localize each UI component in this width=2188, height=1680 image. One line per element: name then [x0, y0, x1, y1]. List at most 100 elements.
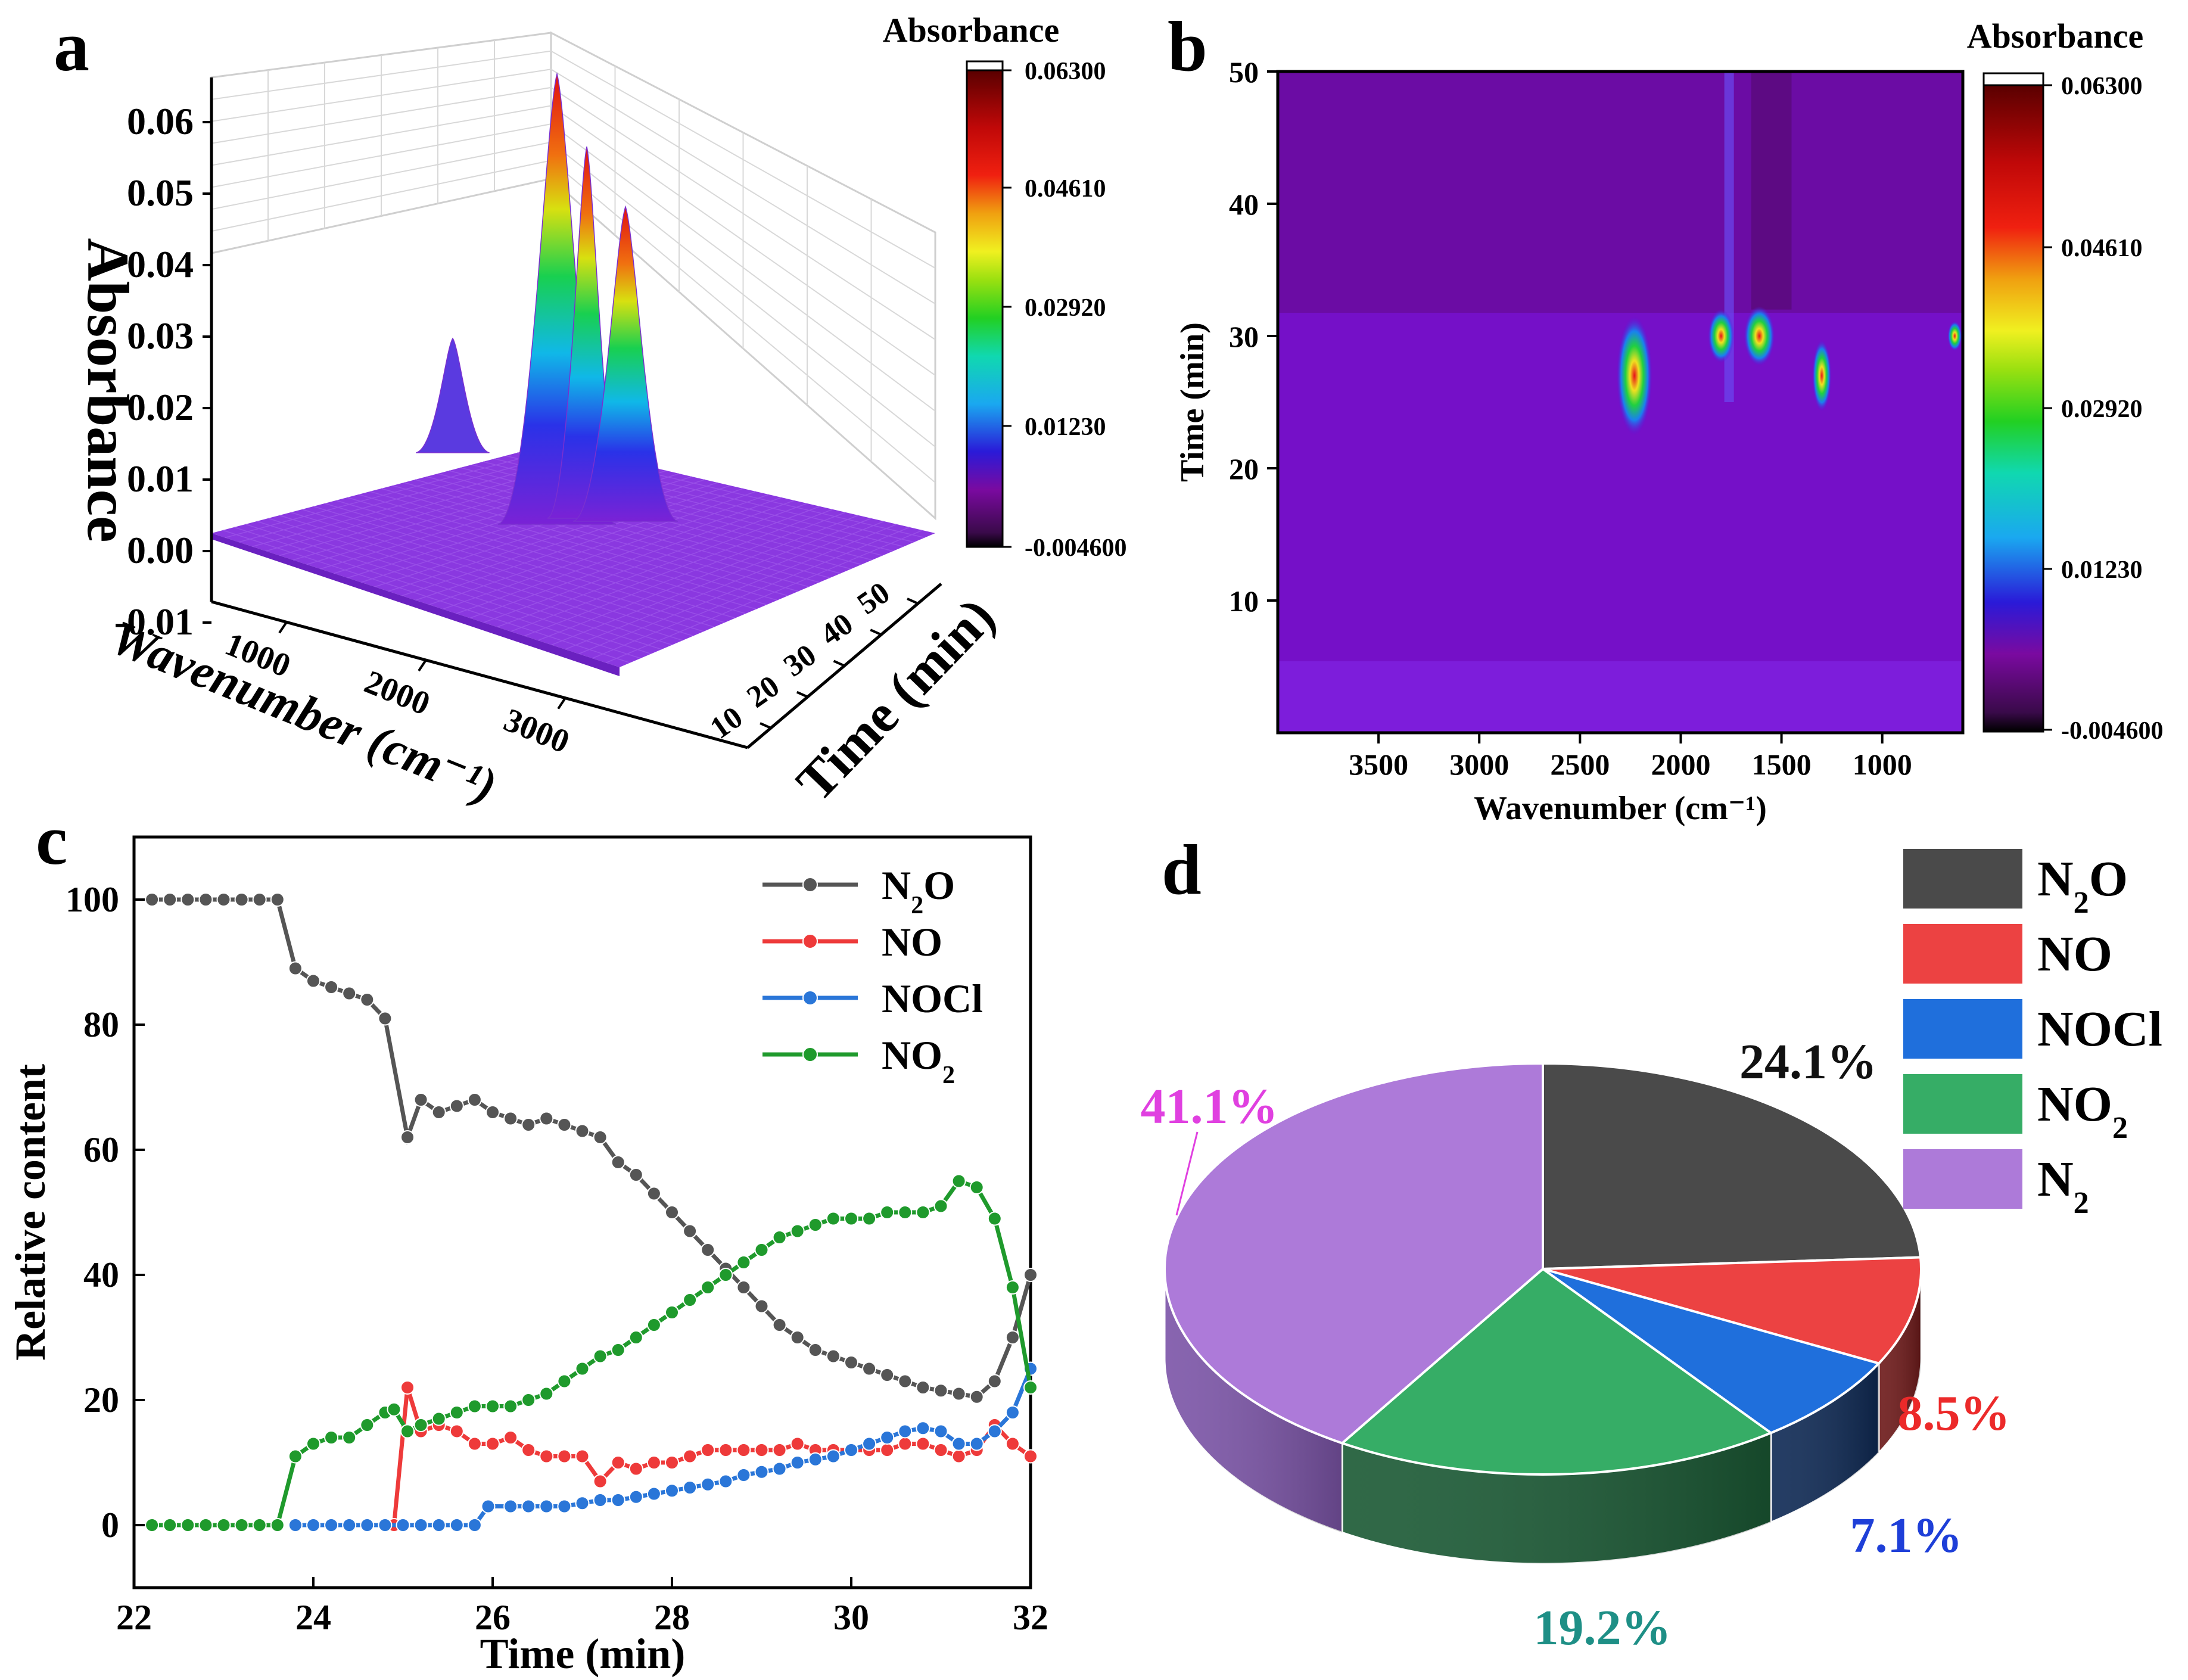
data-point [485, 1436, 500, 1451]
data-point [449, 1405, 464, 1420]
line-y-tick-label: 20 [83, 1380, 119, 1420]
data-point [521, 1393, 536, 1407]
pie-side-shade [1342, 1433, 1771, 1564]
panel-label-c: c [36, 800, 67, 879]
pie-legend-label: N2 [2037, 1152, 2089, 1220]
heatmap-x-tick-label: 3500 [1349, 748, 1408, 781]
data-point [1023, 1268, 1038, 1282]
pie-legend-entry: N2 [1903, 1149, 2089, 1220]
data-point [665, 1455, 679, 1470]
line-x-tick-label: 28 [654, 1598, 690, 1637]
heatmap-x-label: Wavenumber (cm⁻¹) [1474, 790, 1767, 827]
data-point [880, 1205, 895, 1219]
grid-line [550, 105, 936, 376]
z-tick-label: 0.03 [127, 315, 194, 357]
heatmap-low-band [1278, 661, 1963, 733]
grid-line [211, 123, 552, 188]
data-point [593, 1349, 608, 1364]
panel-a-surface-plot: a 0.060.050.040.030.020.010.00-0.01 1000… [54, 7, 1127, 814]
legend-swatch-dot [802, 990, 818, 1006]
z-axis-ticks: 0.06 0.05 0.04 0.03 0.02 0.01 0.00 -0.01 [114, 100, 211, 643]
heatmap-y-tick-label: 10 [1229, 584, 1259, 618]
data-point [431, 1411, 446, 1426]
data-point [360, 1518, 375, 1532]
data-point [772, 1461, 787, 1476]
data-point [342, 1430, 357, 1445]
data-point [539, 1449, 554, 1464]
grid-line [550, 69, 936, 304]
back-wall-grid [211, 40, 936, 483]
data-point [880, 1443, 895, 1457]
data-point [431, 1105, 446, 1119]
line-series [145, 892, 1038, 1532]
heatmap-y-tick-label: 40 [1229, 188, 1259, 221]
heatmap-hotspot [1744, 306, 1775, 366]
data-point [826, 1211, 841, 1226]
mesh-line [565, 521, 885, 650]
data-point [718, 1268, 733, 1282]
data-point [916, 1436, 930, 1451]
heatmap-upper-band [1278, 71, 1963, 313]
data-point [665, 1483, 679, 1498]
data-point [180, 892, 195, 907]
data-point [521, 1443, 536, 1457]
data-point [413, 1518, 428, 1532]
data-point [539, 1386, 554, 1401]
pie-slice-N2O [1542, 1062, 1922, 1271]
colorbar-tick-label: -0.004600 [2061, 717, 2164, 745]
data-point [400, 1380, 415, 1395]
pie-legend-swatch [1903, 1149, 2022, 1209]
data-point [987, 1374, 1002, 1389]
legend-swatch-dot [802, 877, 818, 892]
data-point [646, 1486, 661, 1501]
data-point [378, 1518, 393, 1532]
pie-legend-entry: NO2 [1903, 1074, 2128, 1145]
colorbar-a-title: Absorbance [883, 11, 1059, 49]
line-y-tick-label: 100 [66, 880, 119, 919]
surface-floor-shade [211, 533, 620, 676]
data-point [503, 1499, 518, 1514]
data-point [772, 1318, 787, 1332]
pie-legend-entry: NOCl [1903, 999, 2162, 1059]
data-point [234, 892, 249, 907]
data-point [790, 1330, 805, 1345]
pie-legend-swatch [1903, 924, 2022, 984]
line-x-tick-label: 22 [116, 1598, 152, 1637]
heatmap-y-tick-label: 30 [1229, 320, 1259, 353]
data-point [628, 1489, 643, 1504]
data-point [736, 1468, 751, 1482]
data-point [467, 1093, 482, 1107]
data-point [933, 1424, 948, 1439]
pie-label-NO: 8.5% [1898, 1386, 2010, 1441]
heatmap-frame [1276, 70, 1965, 735]
data-point [413, 1093, 428, 1107]
y-tick-label: 20 [741, 669, 786, 715]
data-point [969, 1180, 984, 1194]
x-axis-label: Wavenumber (cm⁻¹) [104, 609, 504, 813]
data-point [898, 1205, 913, 1219]
data-point [324, 1518, 339, 1532]
data-point [1023, 1449, 1038, 1464]
z-tick-label: 0.01 [127, 458, 194, 500]
line-x-label: Time (min) [480, 1630, 686, 1678]
panel-label-d: d [1162, 830, 1202, 909]
line-y-ticks: 0 20 40 60 80 100 [66, 880, 145, 1545]
data-point [754, 1299, 769, 1314]
pie-slice-NO [1542, 1256, 1922, 1365]
data-point [862, 1361, 877, 1376]
x-tick [418, 659, 427, 672]
data-point [503, 1399, 518, 1414]
data-point [933, 1383, 948, 1398]
data-point [270, 1518, 285, 1532]
grid-line [550, 141, 936, 447]
data-point [987, 1211, 1002, 1226]
grid-line [211, 86, 552, 144]
heatmap-y-label: Time (min) [1174, 322, 1211, 482]
colorbar-b [1982, 84, 2044, 733]
data-point [862, 1211, 877, 1226]
data-point [503, 1430, 518, 1445]
data-point [916, 1421, 930, 1436]
y-tick [833, 659, 845, 667]
colorbar-tick-label: 0.04610 [1025, 175, 1106, 203]
